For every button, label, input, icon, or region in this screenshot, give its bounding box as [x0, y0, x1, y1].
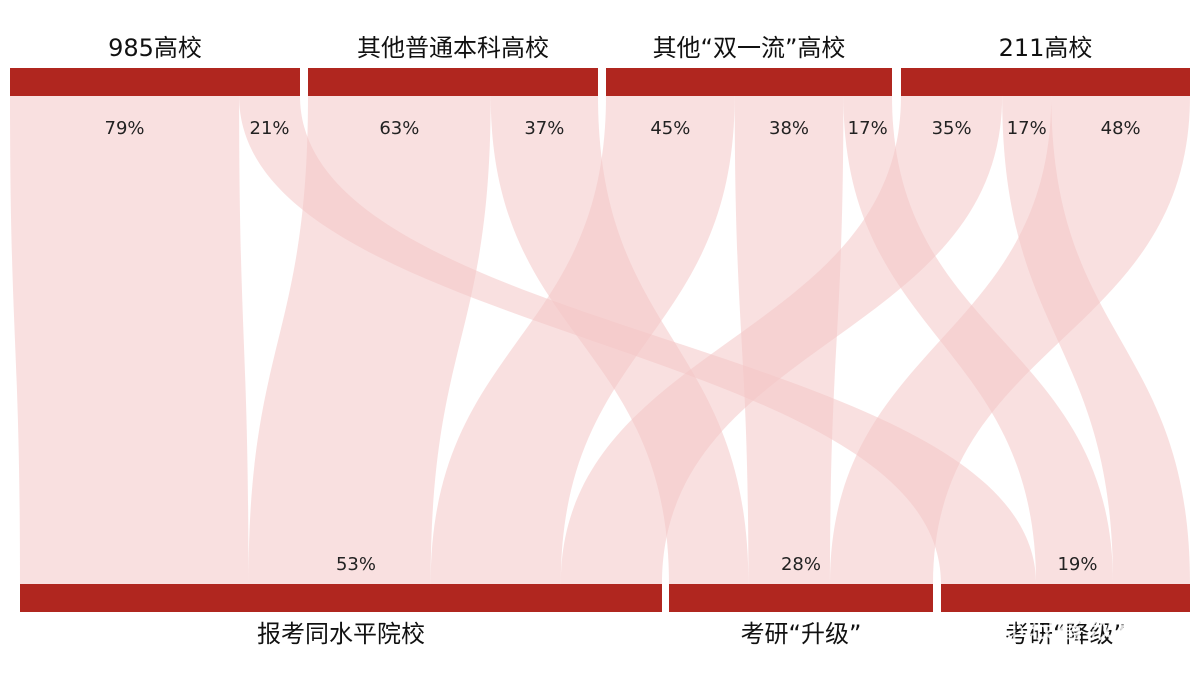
- target-bar-same: [20, 584, 662, 612]
- flow-label-985-to-down: 21%: [250, 118, 290, 139]
- target-bar-down: [941, 584, 1190, 612]
- source-bar-985: [10, 68, 300, 96]
- target-bar-up: [669, 584, 933, 612]
- source-label-211: 211高校: [999, 34, 1093, 62]
- target-label-same: 报考同水平院校: [257, 620, 425, 648]
- target-percent-same: 53%: [336, 554, 376, 575]
- flow-label-syl-to-down: 17%: [848, 118, 888, 139]
- flow-label-syl-to-same: 45%: [650, 118, 690, 139]
- flow-985-to-same: [10, 96, 249, 584]
- flow-layer: [10, 96, 1190, 584]
- bar-layer: [10, 68, 1190, 612]
- source-label-other_bk: 其他普通本科高校: [357, 34, 549, 62]
- target-percent-down: 19%: [1057, 554, 1097, 575]
- source-label-syl: 其他“双一流”高校: [653, 34, 846, 62]
- flow-label-985-to-same: 79%: [105, 118, 145, 139]
- flow-label-other_bk-to-same: 63%: [379, 118, 419, 139]
- flow-label-211-to-up: 48%: [1101, 118, 1141, 139]
- source-bar-other_bk: [308, 68, 598, 96]
- flow-label-syl-to-up: 38%: [769, 118, 809, 139]
- target-percent-up: 28%: [781, 554, 821, 575]
- flow-syl-to-same: [430, 96, 735, 584]
- flow-label-other_bk-to-up: 37%: [524, 118, 564, 139]
- target-label-up: 考研“升级”: [741, 620, 862, 648]
- flow-label-211-to-same: 35%: [932, 118, 972, 139]
- target-label-down: 考研“降级”: [1005, 620, 1126, 648]
- flow-211-to-same: [560, 96, 1003, 584]
- source-label-985: 985高校: [108, 34, 202, 62]
- source-bar-211: [901, 68, 1190, 96]
- flow-other_bk-to-same: [248, 96, 491, 584]
- flow-label-211-to-down: 17%: [1007, 118, 1047, 139]
- watermark: 知乎 @郑眼看教育: [895, 611, 1145, 646]
- flow-211-to-up: [829, 96, 1190, 584]
- source-bar-syl: [606, 68, 892, 96]
